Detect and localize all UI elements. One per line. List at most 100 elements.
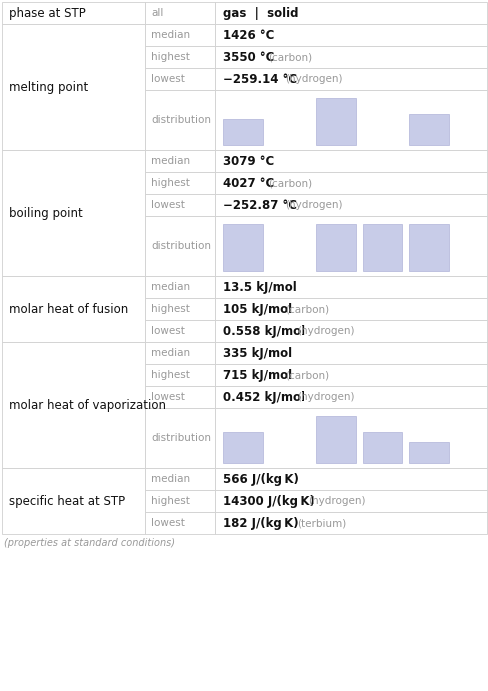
Bar [316, 224, 355, 271]
Text: 566 J/(kg K): 566 J/(kg K) [223, 473, 299, 486]
Text: lowest: lowest [151, 200, 184, 210]
Text: highest: highest [151, 496, 189, 506]
Text: highest: highest [151, 304, 189, 314]
Text: median: median [151, 474, 190, 484]
Bar [215, 320, 486, 342]
Text: lowest: lowest [151, 518, 184, 528]
Text: lowest: lowest [151, 74, 184, 84]
Text: −259.14 °C: −259.14 °C [223, 73, 297, 86]
Bar [316, 416, 355, 463]
Text: 4027 °C: 4027 °C [223, 176, 274, 189]
Bar [145, 24, 215, 46]
Bar [223, 433, 263, 463]
Text: median: median [151, 156, 190, 166]
Text: median: median [151, 348, 190, 358]
Bar [145, 276, 215, 298]
Text: gas  |  solid: gas | solid [223, 6, 298, 19]
Text: 3079 °C: 3079 °C [223, 155, 274, 167]
Text: (carbon): (carbon) [285, 370, 329, 380]
Bar [145, 342, 215, 364]
Text: (hydrogen): (hydrogen) [308, 496, 366, 506]
Bar [215, 24, 486, 46]
Bar [215, 298, 486, 320]
Text: molar heat of fusion: molar heat of fusion [9, 303, 128, 316]
Text: 13.5 kJ/mol: 13.5 kJ/mol [223, 281, 297, 294]
Bar [215, 386, 486, 408]
Text: (carbon): (carbon) [267, 178, 311, 188]
Bar [145, 172, 215, 194]
Text: 0.558 kJ/mol: 0.558 kJ/mol [223, 325, 305, 337]
Bar [215, 276, 486, 298]
Bar [145, 364, 215, 386]
Text: 715 kJ/mol: 715 kJ/mol [223, 368, 292, 381]
Bar [145, 216, 215, 276]
Bar [408, 115, 448, 145]
Text: (hydrogen): (hydrogen) [296, 326, 354, 336]
Bar [362, 433, 402, 463]
Text: (properties at standard conditions): (properties at standard conditions) [4, 538, 175, 548]
Text: (hydrogen): (hydrogen) [285, 74, 342, 84]
Text: phase at STP: phase at STP [9, 6, 85, 19]
Bar [215, 172, 486, 194]
Bar [145, 512, 215, 534]
Text: 0.452 kJ/mol: 0.452 kJ/mol [223, 390, 305, 404]
Bar [215, 342, 486, 364]
Text: distribution: distribution [151, 433, 211, 443]
Text: 182 J/(kg K): 182 J/(kg K) [223, 516, 299, 529]
Bar [362, 224, 402, 271]
Text: distribution: distribution [151, 241, 211, 251]
Bar [215, 150, 486, 172]
Bar [145, 298, 215, 320]
Bar [145, 46, 215, 68]
Bar [215, 216, 486, 276]
Text: (hydrogen): (hydrogen) [296, 392, 354, 402]
Bar [215, 46, 486, 68]
Bar [215, 194, 486, 216]
Text: highest: highest [151, 178, 189, 188]
Text: highest: highest [151, 52, 189, 62]
Text: 335 kJ/mol: 335 kJ/mol [223, 346, 292, 359]
Text: median: median [151, 30, 190, 40]
Bar [408, 442, 448, 463]
Text: boiling point: boiling point [9, 207, 82, 220]
Bar [408, 224, 448, 271]
Bar [145, 386, 215, 408]
Bar [145, 490, 215, 512]
Bar [145, 68, 215, 90]
Bar [145, 90, 215, 150]
Text: distribution: distribution [151, 115, 211, 125]
Text: 1426 °C: 1426 °C [223, 28, 274, 41]
Bar [145, 2, 215, 24]
Bar [145, 408, 215, 468]
Text: −252.87 °C: −252.87 °C [223, 198, 297, 211]
Text: lowest: lowest [151, 326, 184, 336]
Bar [215, 408, 486, 468]
Text: (carbon): (carbon) [267, 52, 311, 62]
Text: all: all [151, 8, 163, 18]
Bar [2, 342, 145, 468]
Text: highest: highest [151, 370, 189, 380]
Bar [215, 68, 486, 90]
Bar [215, 2, 486, 24]
Bar [2, 468, 145, 534]
Bar [145, 320, 215, 342]
Bar [145, 150, 215, 172]
Text: 105 kJ/mol: 105 kJ/mol [223, 303, 292, 316]
Text: (carbon): (carbon) [285, 304, 329, 314]
Text: (terbium): (terbium) [296, 518, 346, 528]
Text: 14300 J/(kg K): 14300 J/(kg K) [223, 495, 315, 507]
Bar [223, 224, 263, 271]
Bar [215, 490, 486, 512]
Bar [145, 194, 215, 216]
Text: 3550 °C: 3550 °C [223, 50, 274, 64]
Text: melting point: melting point [9, 80, 88, 93]
Bar [223, 119, 263, 145]
Bar [215, 512, 486, 534]
Bar [215, 90, 486, 150]
Bar [145, 468, 215, 490]
Text: specific heat at STP: specific heat at STP [9, 495, 125, 507]
Text: (hydrogen): (hydrogen) [285, 200, 342, 210]
Text: median: median [151, 282, 190, 292]
Text: lowest: lowest [151, 392, 184, 402]
Bar [316, 98, 355, 145]
